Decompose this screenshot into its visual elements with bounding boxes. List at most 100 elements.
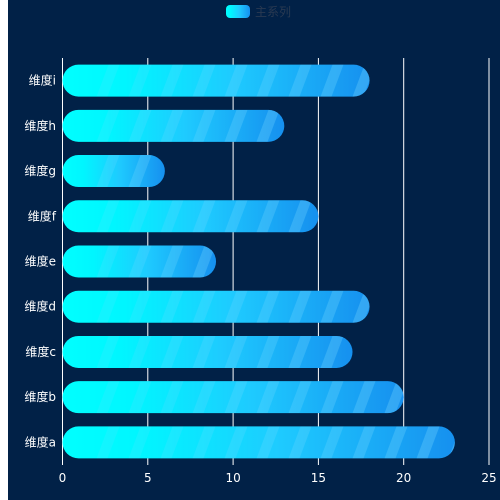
bar-stripe [192,245,216,278]
bar-维度f[interactable] [62,200,344,233]
y-tick-label-维度a: 维度a [25,434,56,449]
bar-stripe [224,381,248,414]
bar-fill[interactable] [62,200,319,233]
bar-stripes [96,381,440,414]
bar-维度g[interactable] [62,155,184,188]
bar-stripes [96,290,370,323]
legend[interactable]: 主系列 [226,5,291,19]
x-axis-labels: 0 5 10 15 20 25 [59,471,497,485]
y-tick-label-维度e: 维度e [25,254,56,269]
bar-stripe [96,290,120,323]
x-tick-label-15: 15 [311,471,326,485]
bar-stripe [224,64,248,97]
bar-维度h[interactable] [62,109,312,142]
bar-stripe [289,110,312,142]
bar-stripe [128,200,152,233]
bar-stripe [160,64,184,97]
bar-stripe [352,290,370,323]
bar-stripes [96,245,248,278]
bar-fill[interactable] [62,290,370,323]
bar-维度c[interactable] [62,335,376,368]
bar-stripes [96,109,312,142]
bar-维度a[interactable] [62,426,472,459]
bar-fill[interactable] [62,335,353,368]
bar-stripe [256,290,280,323]
bar-stripe [160,335,184,368]
y-tick-label-维度c: 维度c [25,344,56,359]
y-tick-label-维度b: 维度b [24,389,56,404]
bar-fill[interactable] [62,426,455,459]
bar-维度i[interactable] [62,64,376,97]
bar-stripe [160,200,184,233]
bar-stripe [128,109,152,142]
bar-stripe [224,290,248,323]
bar-维度d[interactable] [62,290,376,323]
bar-stripe [160,381,184,414]
bar-stripe [256,381,280,414]
x-tick-label-0: 0 [59,471,67,485]
bar-stripe [192,290,216,323]
bar-stripe [321,200,344,232]
bar-stripe [288,426,312,459]
bar-stripe [96,426,120,459]
bar-stripe [256,426,280,459]
bar-stripe [224,109,248,142]
bar-stripe [320,64,344,97]
bar-stripe [320,335,344,368]
bar-stripes [96,155,165,188]
bar-stripe [160,109,184,142]
legend-swatch[interactable] [226,5,250,18]
bar-stripe [320,426,344,459]
y-tick-label-维度d: 维度d [24,299,56,314]
bar-fill[interactable] [62,155,165,188]
bar-fill[interactable] [62,381,404,414]
bar-stripe [224,200,248,233]
bar-stripe [288,335,312,368]
bar-stripe [160,290,184,323]
bar-stripe [128,290,152,323]
bar-stripe [96,200,120,233]
bar-stripe [416,426,440,459]
bar-stripe [320,290,344,323]
x-tick-label-25: 25 [481,471,496,485]
bar-stripes [96,426,455,459]
bar-stripe [128,335,152,368]
bar-stripe [384,426,408,459]
bar-stripe [128,64,152,97]
bar-stripe [192,426,216,459]
bar-stripe [192,335,216,368]
bar-stripe [256,64,280,97]
bar-fill[interactable] [62,64,370,97]
y-tick-label-维度i: 维度i [29,73,56,88]
bar-stripe [192,381,216,414]
bar-stripe [128,155,152,188]
bar-stripe [417,381,440,413]
bars [62,64,472,459]
bar-stripe [96,109,120,142]
bar-stripe [288,381,312,414]
bar-stripe [224,335,248,368]
y-axis-labels: 维度a 维度b 维度c 维度d 维度e 维度f 维度g 维度h 维度i [24,73,56,450]
bar-stripe [96,155,120,188]
bar-stripe [225,246,248,278]
bar-stripe [96,335,120,368]
bar-stripes [96,335,353,368]
chart-panel: 主系列 维度a 维度b 维度c 维度d 维度e 维度f 维度g 维度h 维度i 0 5 10 15 20… [8,0,500,500]
bar-stripes [96,64,370,97]
bar-stripe [352,426,376,459]
bar-维度b[interactable] [62,381,440,414]
bar-维度e[interactable] [62,245,248,278]
bar-stripe [160,426,184,459]
bar-stripe [288,200,312,233]
bar-stripe [128,245,152,278]
bar-fill[interactable] [62,109,285,142]
y-tick-label-维度g: 维度g [24,163,56,178]
legend-label[interactable]: 主系列 [255,5,291,19]
y-tick-label-维度h: 维度h [24,118,56,133]
bar-stripe [352,335,353,368]
bar-fill[interactable] [62,245,217,278]
bar-stripe [352,381,376,414]
bar-stripe [160,245,184,278]
bar-stripe [320,381,344,414]
bar-stripe [96,381,120,414]
